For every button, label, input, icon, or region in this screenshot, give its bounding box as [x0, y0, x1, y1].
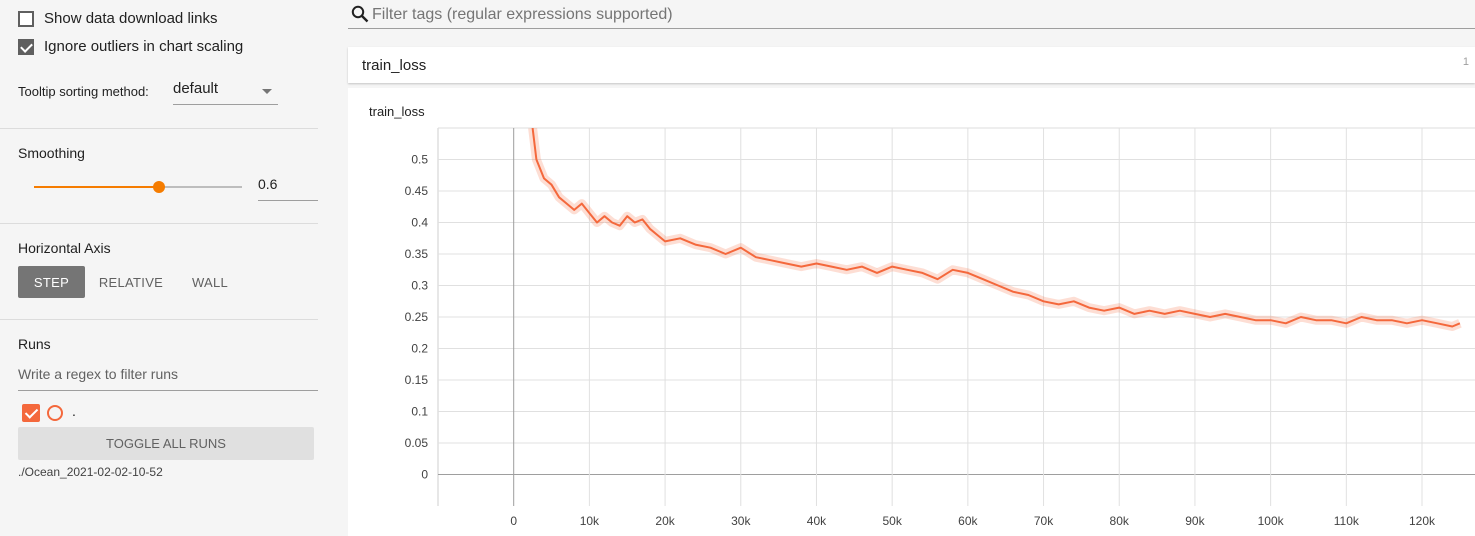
- y-tick-label: 0.5: [411, 153, 428, 167]
- x-tick-label: 20k: [655, 514, 675, 528]
- chevron-down-icon: [262, 89, 272, 94]
- run-path: ./Ocean_2021-02-02-10-52: [18, 465, 163, 479]
- y-tick-label: 0.45: [405, 184, 429, 198]
- tag-group-title: train_loss: [362, 57, 427, 74]
- x-tick-label: 70k: [1034, 514, 1054, 528]
- x-tick-label: 30k: [731, 514, 751, 528]
- x-tick-label: 110k: [1334, 514, 1360, 528]
- filter-tags-input[interactable]: Filter tags (regular expressions support…: [348, 0, 1475, 29]
- x-tick-label: 120k: [1409, 514, 1436, 528]
- y-tick-label: 0.1: [411, 405, 428, 419]
- ignore-outliers-option[interactable]: Ignore outliers in chart scaling: [18, 38, 243, 55]
- runs-filter-placeholder: Write a regex to filter runs: [18, 366, 179, 382]
- chart-title: train_loss: [369, 104, 425, 119]
- show-download-links-option[interactable]: Show data download links: [18, 10, 217, 27]
- smoothing-value-input[interactable]: 0.6: [258, 176, 318, 201]
- x-tick-label: 100k: [1258, 514, 1285, 528]
- ignore-outliers-label: Ignore outliers in chart scaling: [44, 38, 244, 55]
- x-tick-label: 50k: [882, 514, 902, 528]
- chart-card: train_loss 0 0.05 0.1 0.15 0.2 0.25 0.3 0.35 0.4…: [348, 88, 1475, 536]
- axis-wall-button[interactable]: WALL: [191, 274, 229, 290]
- x-tick-label: 80k: [1110, 514, 1130, 528]
- y-tick-label: 0.15: [405, 373, 429, 387]
- smoothing-slider-thumb[interactable]: [152, 181, 165, 193]
- y-tick-label: 0: [421, 468, 428, 482]
- smoothing-slider-fill: [34, 186, 159, 188]
- tooltip-sorting-label: Tooltip sorting method:: [18, 84, 149, 99]
- y-tick-label: 0.2: [411, 342, 428, 356]
- y-tick-label: 0.25: [405, 310, 429, 324]
- tooltip-sorting-value: default: [173, 80, 219, 97]
- smoothing-title: Smoothing: [18, 145, 85, 161]
- search-icon: [351, 5, 369, 23]
- runs-filter-input[interactable]: Write a regex to filter runs: [18, 366, 318, 391]
- tooltip-sorting-select[interactable]: default: [173, 80, 278, 105]
- series-raw-line: [528, 128, 1462, 331]
- line-chart[interactable]: 0 0.05 0.1 0.15 0.2 0.25 0.3 0.35 0.4 0.45 0.5 0 10k…: [348, 88, 1475, 536]
- run-checkbox[interactable]: [22, 404, 40, 422]
- x-tick-label: 90k: [1185, 514, 1205, 528]
- series-line[interactable]: [531, 128, 1461, 328]
- y-tick-label: 0.3: [411, 279, 428, 293]
- axis-relative-button[interactable]: RELATIVE: [98, 274, 164, 290]
- x-tick-label: 40k: [807, 514, 827, 528]
- run-name: .: [72, 403, 76, 419]
- y-tick-label: 0.4: [411, 216, 428, 230]
- divider: [0, 319, 318, 320]
- divider: [0, 128, 318, 129]
- run-color-circle-icon[interactable]: [47, 405, 63, 421]
- tag-group-count: 1: [1462, 56, 1469, 68]
- x-tick-label: 10k: [580, 514, 600, 528]
- horizontal-axis-title: Horizontal Axis: [18, 240, 111, 256]
- filter-tags-placeholder: Filter tags (regular expressions support…: [372, 6, 673, 23]
- toggle-all-runs-button[interactable]: TOGGLE ALL RUNS: [18, 427, 314, 460]
- main-panel: Filter tags (regular expressions support…: [318, 0, 1475, 536]
- sidebar: Show data download links Ignore outliers…: [0, 0, 318, 536]
- x-tick-label: 60k: [958, 514, 978, 528]
- smoothing-slider[interactable]: [34, 181, 242, 193]
- show-download-links-checkbox[interactable]: [18, 10, 34, 27]
- tag-group-header[interactable]: train_loss 1: [348, 47, 1475, 83]
- ignore-outliers-checkbox[interactable]: [18, 38, 34, 55]
- x-tick-label: 0: [510, 514, 517, 528]
- smoothing-value: 0.6: [258, 176, 278, 192]
- runs-title: Runs: [18, 336, 51, 352]
- y-tick-label: 0.05: [405, 436, 429, 450]
- y-tick-label: 0.35: [405, 247, 429, 261]
- divider: [0, 223, 318, 224]
- show-download-links-label: Show data download links: [44, 10, 218, 27]
- axis-step-button[interactable]: STEP: [18, 266, 85, 298]
